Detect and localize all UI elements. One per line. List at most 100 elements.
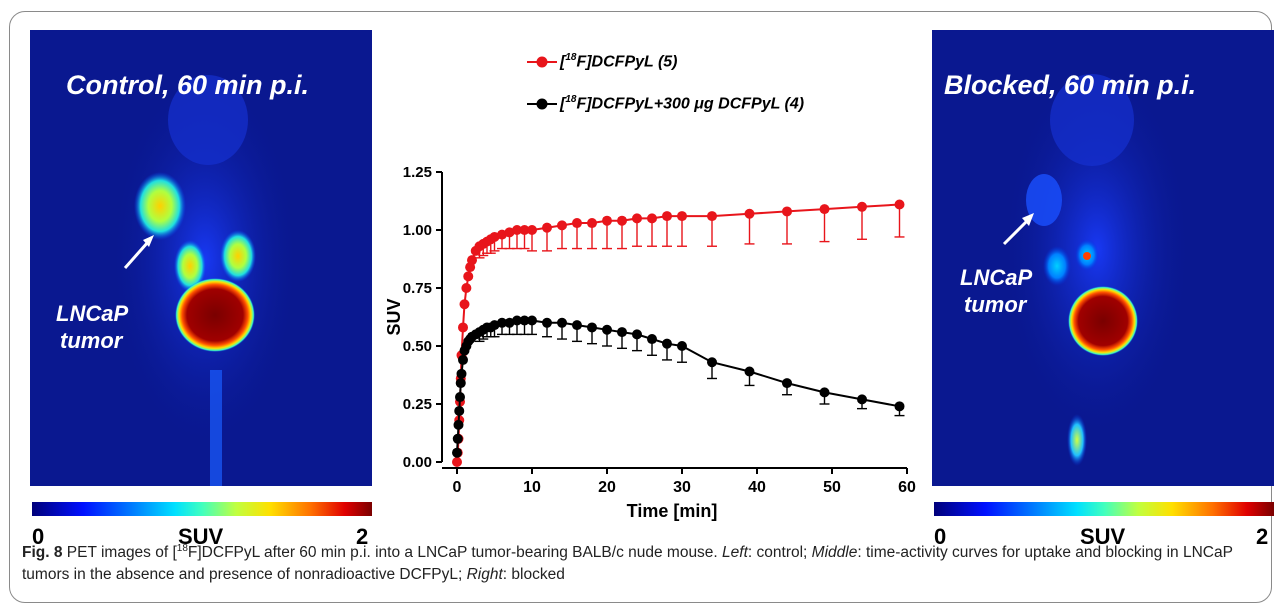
- data-point-series2: [662, 338, 672, 349]
- data-point-series1: [463, 271, 474, 282]
- y-tick-label: 1.00: [403, 222, 432, 239]
- data-point-series2: [557, 317, 567, 328]
- data-point-series2: [504, 317, 515, 328]
- colorbar-max-label: 2: [1256, 524, 1269, 549]
- series-line-1: [456, 203, 900, 463]
- data-point-series1: [458, 322, 468, 333]
- data-point-series2: [782, 378, 792, 389]
- data-point-series2: [455, 392, 465, 403]
- panel-title: Blocked, 60 min p.i.: [944, 70, 1197, 100]
- data-point-series1: [504, 227, 515, 238]
- data-point-series2: [452, 447, 462, 458]
- data-point-series1: [857, 201, 867, 212]
- y-tick-label: 0.00: [403, 454, 432, 471]
- colorbar-blocked: [934, 502, 1274, 516]
- data-point-series2: [497, 317, 507, 328]
- data-point-series1: [497, 229, 507, 240]
- data-point-series2: [452, 433, 463, 444]
- arrow-icon: [123, 241, 150, 269]
- data-point-series1: [542, 222, 552, 233]
- x-tick-label: 50: [823, 479, 841, 496]
- data-point-series1: [819, 204, 830, 215]
- data-point-series1: [632, 213, 642, 224]
- legend-marker-series2: [536, 98, 548, 110]
- x-tick-label: 30: [673, 479, 691, 496]
- data-point-series2: [677, 341, 687, 351]
- tumor-label: LNCaP tumor: [56, 300, 128, 354]
- data-point-series1: [459, 299, 470, 310]
- data-point-series2: [519, 315, 530, 326]
- y-tick-label: 0.25: [403, 396, 432, 413]
- data-point-series2: [456, 368, 467, 379]
- data-point-series1: [519, 225, 530, 235]
- data-point-series2: [454, 405, 465, 416]
- legend-marker-series1: [536, 56, 548, 68]
- y-axis-label: SUV: [384, 298, 404, 335]
- data-point-series1: [744, 208, 755, 219]
- tumor-label-line1: LNCaP: [56, 301, 129, 326]
- y-tick-label: 0.75: [403, 280, 432, 297]
- data-point-series2: [455, 378, 466, 389]
- data-point-series2: [647, 334, 657, 345]
- colorbar-control: [32, 502, 372, 516]
- tumor-label-line2: tumor: [60, 328, 123, 353]
- pet-image-blocked: Blocked, 60 min p.i. LNCaP tumor: [932, 30, 1274, 486]
- tumor-label-line1: LNCaP: [960, 265, 1033, 290]
- data-point-series1: [452, 457, 462, 467]
- time-activity-chart: 0.00 0.25 0.50 0.75 1.00 1.25 0 10 20 30 40 50 60 Tim…: [384, 164, 916, 521]
- data-point-series2: [744, 366, 755, 377]
- tumor-label-line2: tumor: [964, 292, 1027, 317]
- colorbar-unit-label: SUV: [178, 524, 224, 549]
- panel-title: Control, 60 min p.i.: [66, 70, 310, 100]
- arrow-icon: [1002, 218, 1030, 246]
- colorbar-min-label: 0: [32, 524, 45, 549]
- data-point-series1: [467, 255, 477, 266]
- x-tick-label: 20: [598, 479, 616, 496]
- legend-markers: [527, 56, 557, 110]
- y-tick-label: 1.25: [403, 164, 432, 181]
- data-point-series1: [557, 220, 567, 231]
- data-point-series1: [512, 225, 522, 235]
- data-point-series2: [458, 354, 468, 365]
- data-point-series2: [819, 387, 830, 398]
- pet-image-control: Control, 60 min p.i. LNCaP tumor: [30, 30, 372, 486]
- data-point-series1: [894, 199, 905, 210]
- colorbar-max-label: 2: [356, 524, 369, 549]
- x-tick-label: 10: [523, 479, 541, 496]
- x-tick-label: 60: [898, 479, 916, 496]
- data-point-series2: [527, 315, 537, 326]
- legend-label-series1: [18F]DCFPyL (5): [560, 52, 678, 71]
- data-point-series1: [647, 213, 657, 224]
- data-point-series1: [602, 215, 612, 226]
- colorbar-unit-label: SUV: [1080, 524, 1126, 549]
- data-point-series2: [857, 394, 867, 405]
- x-axis-label: Time [min]: [627, 501, 718, 521]
- data-point-series2: [512, 315, 522, 326]
- pet-scan-control-graphic: [30, 30, 372, 486]
- data-point-series1: [617, 215, 627, 226]
- pet-scan-blocked-graphic: [932, 30, 1274, 486]
- data-point-series1: [461, 283, 472, 293]
- data-point-series1: [527, 225, 537, 235]
- data-point-series1: [572, 218, 582, 229]
- data-point-series1: [587, 218, 597, 229]
- data-point-series2: [602, 324, 612, 335]
- series-line-2: [456, 319, 900, 453]
- legend-label-series2: [18F]DCFPyL+300 μg DCFPyL (4): [560, 94, 805, 113]
- data-point-series1: [707, 211, 717, 222]
- data-point-series2: [489, 320, 500, 331]
- data-point-series2: [632, 329, 642, 340]
- data-point-series2: [453, 419, 464, 430]
- x-tick-label: 0: [453, 479, 462, 496]
- figure-label: Fig. 8: [22, 544, 63, 562]
- figure-caption: Fig. 8 PET images of [18F]DCFPyL after 6…: [22, 543, 1233, 584]
- data-point-series1: [782, 206, 792, 217]
- data-point-series2: [587, 322, 597, 333]
- data-point-series1: [662, 211, 672, 222]
- data-point-series1: [677, 211, 687, 222]
- colorbar-min-label: 0: [934, 524, 947, 549]
- tumor-label: LNCaP tumor: [960, 264, 1032, 318]
- y-tick-label: 0.50: [403, 338, 432, 355]
- data-point-series2: [617, 327, 627, 338]
- data-point-series2: [894, 401, 905, 412]
